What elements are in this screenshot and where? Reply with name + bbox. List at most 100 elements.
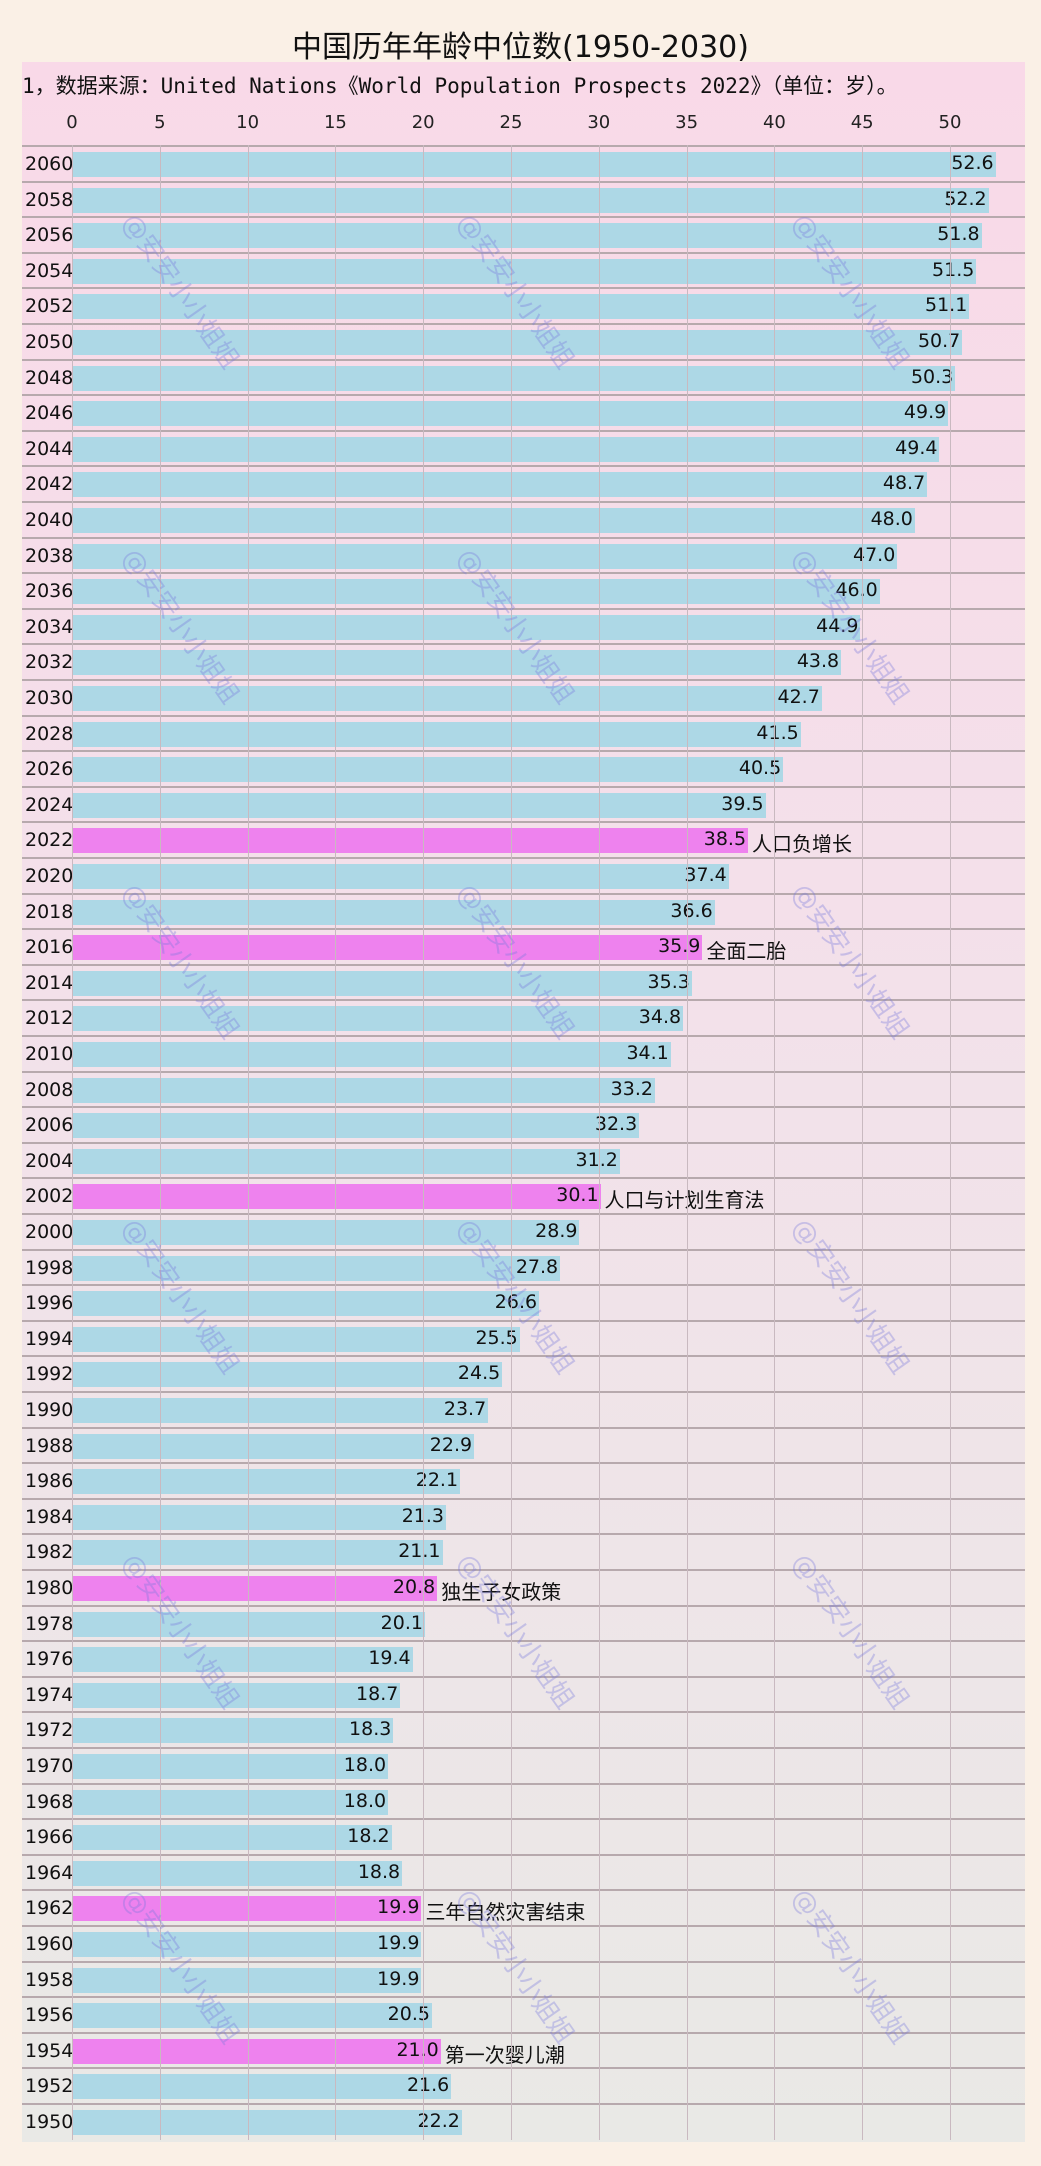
x-tick-label: 20	[411, 112, 435, 133]
year-label: 1962	[25, 1897, 74, 1920]
bar-row: 2034 44.9	[22, 607, 1025, 645]
year-label: 1954	[25, 2039, 74, 2062]
bar	[72, 1077, 655, 1103]
bar-row: 1960 19.9	[22, 1925, 1025, 1962]
bar-row: 1972 18.3	[22, 1711, 1025, 1748]
value-label: 18.3	[349, 1718, 392, 1741]
year-label: 2012	[25, 1007, 74, 1030]
bar-row: 2010 34.1	[22, 1035, 1025, 1072]
year-label: 1952	[25, 2075, 74, 2098]
bar-row: 1962 19.9 三年自然灾害结束	[22, 1889, 1025, 1926]
bar-row: 2040 48.0	[22, 501, 1025, 538]
value-label: 35.9	[658, 935, 701, 958]
x-tick-label: 30	[587, 112, 611, 133]
value-label: 18.2	[347, 1825, 390, 1848]
bar-row: 2032 43.8	[22, 643, 1025, 680]
value-label: 21.1	[398, 1540, 441, 1563]
year-label: 1976	[25, 1648, 74, 1671]
year-label: 1986	[25, 1470, 74, 1493]
bar	[72, 330, 963, 355]
bar-row: 1964 18.8	[22, 1853, 1025, 1891]
x-tick-label: 10	[236, 112, 260, 133]
value-label: 52.2	[944, 187, 987, 210]
x-tick-label: 40	[762, 112, 786, 133]
bar-row: 1990 23.7	[22, 1391, 1025, 1428]
bar-row: 2038 47.0	[22, 536, 1025, 574]
value-label: 26.6	[494, 1291, 538, 1314]
value-label: 35.3	[647, 970, 690, 993]
bar-row: 1980 20.8 独生子女政策	[22, 1569, 1025, 1606]
year-label: 2038	[25, 544, 74, 567]
bar-row: 1986 22.1	[22, 1462, 1025, 1499]
year-label: 1990	[25, 1399, 74, 1421]
year-label: 2024	[25, 793, 74, 816]
year-label: 2060	[25, 153, 74, 175]
value-label: 44.9	[816, 614, 859, 637]
bar-row: 2042 48.7	[22, 465, 1025, 502]
year-label: 2044	[25, 437, 74, 460]
year-label: 2008	[25, 1078, 74, 1101]
chart-subtitle: 1，数据来源：United Nations《World Population P…	[22, 74, 898, 98]
value-label: 19.9	[377, 1967, 420, 1990]
year-label: 2028	[25, 722, 74, 745]
x-tick-label: 35	[675, 112, 699, 133]
year-label: 2022	[25, 829, 74, 852]
year-label: 2058	[25, 188, 74, 211]
value-label: 50.7	[917, 330, 961, 352]
year-label: 2046	[25, 402, 74, 425]
bar	[72, 1967, 422, 1993]
value-label: 30.1	[556, 1184, 599, 1207]
value-label: 36.6	[670, 899, 713, 922]
vertical-gridline	[247, 145, 249, 2140]
value-label: 39.5	[721, 792, 764, 815]
highlighted-bar	[72, 935, 703, 961]
bar-row: 1996 26.6	[22, 1284, 1025, 1321]
bar-row: 1976 19.4	[22, 1640, 1025, 1677]
x-tick-label: 5	[154, 112, 166, 133]
year-label: 2026	[25, 758, 74, 781]
bar-row: 1952 21.6	[22, 2067, 1025, 2104]
bar-row: 2022 38.5 人口负增长	[22, 821, 1025, 858]
vertical-gridline	[423, 145, 425, 2140]
value-label: 18.0	[343, 1754, 387, 1776]
year-label: 2040	[25, 509, 74, 531]
value-label: 31.2	[575, 1148, 618, 1171]
bar-row: 2058 52.2	[22, 180, 1025, 218]
bar	[72, 614, 861, 640]
bar	[72, 1504, 447, 1530]
bar	[72, 543, 898, 569]
value-label: 42.7	[777, 686, 820, 708]
value-label: 22.1	[415, 1469, 459, 1492]
bar	[72, 899, 715, 925]
bar	[72, 187, 989, 213]
x-tick-label: 45	[850, 112, 874, 133]
event-annotation: 三年自然灾害结束	[425, 1900, 586, 1925]
year-label: 2016	[25, 936, 74, 959]
bar-row: 2060 52.6	[22, 145, 1025, 182]
event-annotation: 人口负增长	[752, 832, 853, 857]
bar	[72, 1398, 489, 1423]
value-label: 21.0	[396, 2038, 439, 2061]
year-label: 1998	[25, 1256, 74, 1279]
value-label: 20.1	[380, 1611, 423, 1634]
year-label: 1980	[25, 1577, 74, 1599]
bar	[72, 970, 692, 996]
value-label: 28.9	[535, 1220, 578, 1242]
x-tick-label: 15	[323, 112, 347, 133]
value-label: 22.2	[417, 2110, 460, 2132]
year-label: 2042	[25, 473, 74, 496]
year-label: 2020	[25, 865, 74, 887]
vertical-gridline	[159, 145, 161, 2140]
bar-row: 2054 51.5	[22, 251, 1025, 289]
year-label: 2014	[25, 971, 74, 994]
year-label: 2018	[25, 900, 74, 923]
value-label: 34.8	[638, 1006, 682, 1029]
x-tick-label: 0	[66, 112, 78, 133]
bar-row: 2004 31.2	[22, 1141, 1025, 1179]
year-label: 2056	[25, 224, 74, 247]
event-annotation: 第一次婴儿潮	[444, 2042, 565, 2067]
year-label: 1964	[25, 1861, 74, 1884]
year-label: 2002	[25, 1185, 74, 1208]
bar-row: 2030 42.7	[22, 679, 1025, 716]
year-label: 2000	[25, 1221, 74, 1243]
